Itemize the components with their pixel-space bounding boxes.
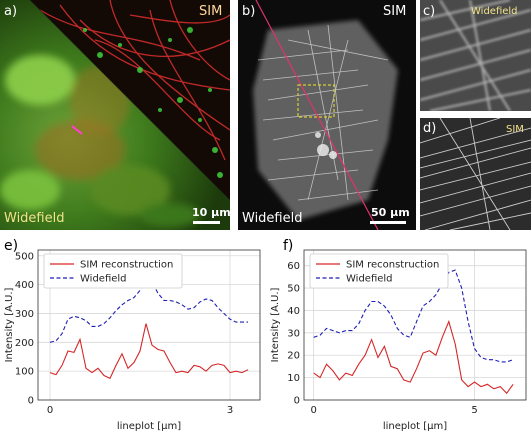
chart-f: 0 10 20 30 40 50 60 0 5 SIM reconstruction Widefie… [270, 249, 527, 432]
panel-b-scale-bar [370, 221, 406, 224]
panel-a-image [0, 0, 230, 230]
plot-frame [303, 249, 527, 401]
y-tick-label: 300 [15, 309, 34, 320]
legend: SIM reconstruction Widefield [43, 253, 183, 289]
x-tick-label: 5 [471, 405, 477, 416]
panel-b-image [238, 0, 416, 230]
y-tick-label: 400 [15, 280, 34, 291]
panel-c-tag: Widefield [471, 6, 518, 17]
y-axis-label: Intensity [A.U.] [270, 287, 281, 362]
series-line-sim [49, 323, 249, 380]
panel-b-scale-label: 50 µm [371, 206, 410, 219]
x-tick-label: 0 [310, 405, 316, 416]
legend-label: SIM reconstruction [346, 260, 439, 271]
panel-a-sim-tag: SIM [199, 4, 223, 19]
y-tick-label: 100 [15, 367, 34, 378]
y-tick-label: 0 [28, 396, 34, 407]
legend-box [43, 253, 183, 289]
panel-b-widefield-tag: Widefield [242, 211, 303, 226]
y-tick-label: 500 [15, 251, 34, 262]
y-tick-label: 10 [287, 373, 300, 384]
panel-d-micrograph [420, 118, 531, 230]
x-tick-label: 3 [227, 405, 233, 416]
y-axis-label: Intensity [A.U.] [4, 287, 15, 362]
x-axis-label: lineplot [µm] [383, 421, 447, 432]
legend-label: Widefield [346, 274, 393, 285]
panel-a-label: a) [4, 4, 18, 19]
y-tick-label: 0 [294, 396, 300, 407]
panel-a-scale-label: 10 µm [192, 206, 231, 219]
legend-label: SIM reconstruction [80, 260, 173, 271]
panel-b-sim-tag: SIM [383, 4, 407, 19]
plot-frame [37, 249, 261, 401]
panel-e-label: e) [4, 238, 19, 254]
x-axis-label: lineplot [µm] [117, 421, 181, 432]
y-tick-label: 60 [287, 261, 300, 272]
panel-c-micrograph [420, 0, 531, 111]
y-tick-label: 30 [287, 328, 300, 339]
panel-d-image [420, 118, 531, 230]
panel-d-tag: SIM [506, 124, 524, 135]
y-tick-label: 40 [287, 306, 300, 317]
panel-d-label: d) [423, 121, 437, 136]
series-line-sim [313, 319, 514, 395]
x-tick-label: 0 [47, 405, 53, 416]
panel-b-micrograph [253, 0, 398, 230]
panel-a-scale-bar [193, 221, 220, 224]
legend-box [309, 253, 449, 289]
series-line-widefield [313, 269, 514, 363]
chart-e: 0 100 200 300 400 500 0 3 SIM reconstruction Wide… [4, 249, 261, 432]
legend-label: Widefield [80, 274, 127, 285]
panel-a-widefield-tag: Widefield [4, 211, 65, 226]
panel-f-label: f) [283, 238, 294, 254]
y-tick-label: 20 [287, 351, 300, 362]
panel-b-label: b) [242, 4, 256, 19]
panel-c-image [420, 0, 531, 111]
y-tick-label: 200 [15, 338, 34, 349]
panel-c-label: c) [423, 4, 436, 19]
panel-a-micrograph [0, 0, 230, 230]
legend: SIM reconstruction Widefield [309, 253, 449, 289]
y-tick-label: 50 [287, 284, 300, 295]
